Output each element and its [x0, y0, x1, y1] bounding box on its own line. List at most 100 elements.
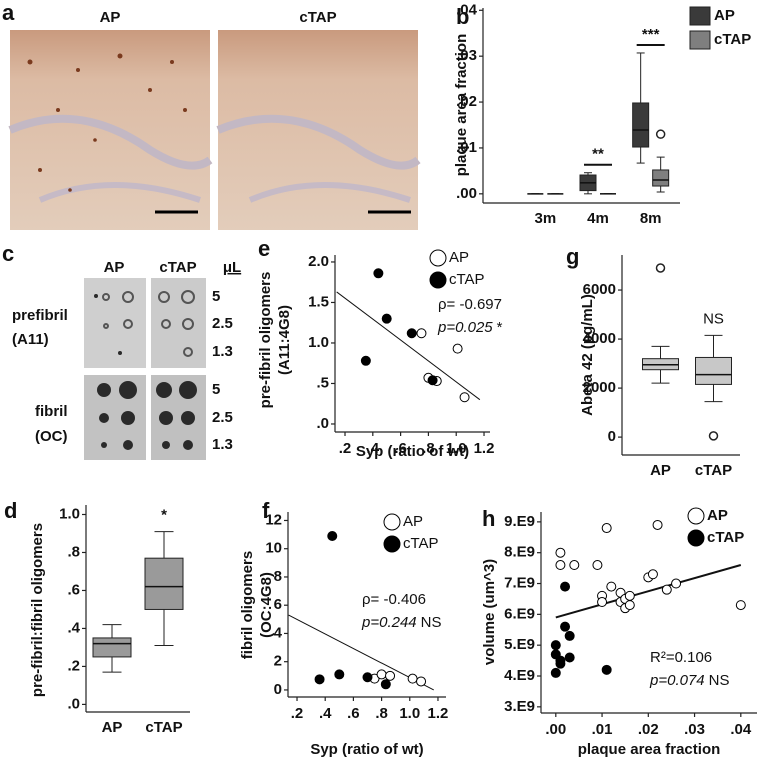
point: [452, 343, 463, 354]
x-tick-label: AP: [650, 462, 671, 479]
y-axis-title: plaque area fraction: [453, 34, 470, 177]
unit-label: μL: [223, 259, 241, 276]
point: [597, 597, 608, 608]
outlier: [708, 431, 719, 441]
x-axis-title: Syp (ratio of wt): [356, 443, 469, 460]
trendline: [555, 564, 742, 619]
column-label: AP: [104, 259, 125, 276]
legend-swatch: [689, 6, 711, 26]
x-tick-label: .02: [638, 721, 659, 738]
y-tick-label: 7.E9: [504, 574, 535, 591]
point: [624, 600, 635, 611]
x-tick-label: 3m: [534, 210, 556, 227]
legend-marker: [687, 529, 705, 547]
p-value-line: p=0.244 NS: [361, 614, 441, 631]
y-axis-title: (A11:4G8): [276, 305, 293, 375]
y-axis-title: Abeta 42 (pg/mL): [579, 294, 596, 416]
panel-letter: c: [2, 241, 14, 266]
x-tick-label: .01: [592, 721, 613, 738]
x-tick-label: .6: [394, 440, 407, 457]
y-tick-label: 1.0: [308, 334, 329, 351]
x-tick-label: .00: [545, 721, 566, 738]
y-axis-title: volume (um^3): [481, 559, 498, 665]
x-tick-label: .8: [422, 440, 435, 457]
point: [652, 519, 663, 530]
point: [427, 375, 438, 386]
significance: **: [592, 146, 604, 163]
point: [416, 676, 427, 687]
point: [606, 581, 617, 592]
point: [327, 531, 338, 542]
legend-label: AP: [403, 513, 423, 530]
y-tick-label: .8: [67, 543, 80, 560]
y-tick-label: 5.E9: [504, 636, 535, 653]
p-value: p=0.025: [437, 319, 493, 336]
y-tick-label: 8.E9: [504, 544, 535, 561]
y-tick-label: .4: [67, 619, 80, 636]
x-tick-label: 1.2: [474, 440, 495, 457]
point: [624, 590, 635, 601]
point: [360, 355, 371, 366]
volume-label: 1.3: [212, 436, 233, 453]
y-tick-label: 2: [274, 653, 282, 670]
significance: ***: [642, 26, 660, 43]
y-axis-title: (OC:4G8): [258, 572, 275, 638]
point: [362, 672, 373, 683]
legend-marker: [429, 271, 447, 289]
y-tick-label: 12: [265, 511, 282, 528]
x-axis-title: Syp (ratio of wt): [310, 741, 423, 758]
point: [385, 670, 396, 681]
significance: *: [497, 319, 503, 336]
x-tick-label: 4m: [587, 210, 609, 227]
point: [564, 652, 575, 663]
dot-blot: [84, 278, 206, 460]
y-tick-label: 10: [265, 540, 282, 557]
legend-label: cTAP: [449, 271, 485, 288]
stat-label: ρ= -0.406: [362, 591, 426, 608]
volume-label: 1.3: [212, 343, 233, 360]
point: [560, 581, 571, 592]
y-axis-title: pre-fibril:fibril oligomers: [29, 523, 46, 697]
y-tick-label: .03: [456, 47, 477, 64]
outlier: [655, 263, 666, 273]
box: [144, 557, 184, 610]
y-tick-label: 9.E9: [504, 513, 535, 530]
significance: NS: [421, 614, 442, 631]
panel-letter: b: [456, 4, 469, 29]
x-tick-label: .4: [319, 705, 332, 722]
x-tick-label: .04: [730, 721, 752, 738]
point: [407, 673, 418, 684]
stat-label: R²=0.106: [650, 649, 712, 666]
row-sublabel: (OC): [35, 428, 68, 445]
box: [92, 637, 132, 658]
legend-marker: [383, 535, 401, 553]
significance: NS: [709, 672, 730, 689]
y-tick-label: 6: [274, 596, 282, 613]
x-tick-label: .8: [375, 705, 388, 722]
legend-marker: [383, 513, 401, 531]
point: [406, 328, 417, 339]
point: [373, 268, 384, 279]
x-tick-label: .6: [347, 705, 360, 722]
panel-letter: g: [566, 244, 579, 269]
legend-label: AP: [707, 507, 728, 524]
box: [695, 356, 732, 385]
y-tick-label: 0: [608, 428, 616, 445]
trendline: [336, 291, 481, 401]
y-tick-label: 2.0: [308, 253, 329, 270]
panel-letter: e: [258, 236, 270, 261]
y-tick-label: 4000: [583, 330, 616, 347]
y-tick-label: 6.E9: [504, 605, 535, 622]
point: [661, 584, 672, 595]
box: [652, 169, 670, 187]
panel-letter: f: [262, 498, 270, 523]
image-label: cTAP: [299, 9, 336, 26]
stat-label: ρ= -0.697: [438, 296, 502, 313]
point: [381, 313, 392, 324]
x-tick-label: AP: [102, 719, 123, 736]
panel-letter: h: [482, 506, 495, 531]
y-tick-label: .04: [456, 1, 478, 18]
point: [564, 630, 575, 641]
panel-letter: a: [2, 0, 15, 25]
row-sublabel: (A11): [12, 331, 49, 348]
